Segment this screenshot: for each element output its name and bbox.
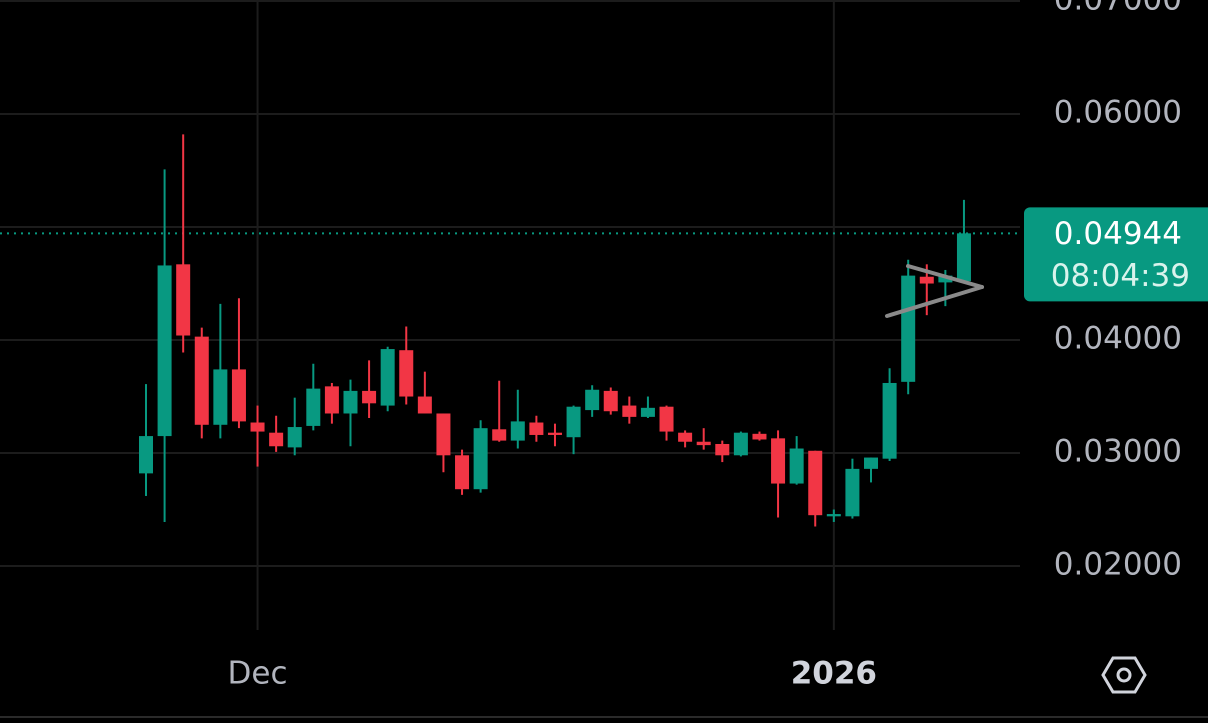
settings-icon-center: [1116, 667, 1132, 683]
candle-body: [436, 413, 451, 456]
candle-body: [343, 390, 358, 414]
candle-body: [269, 432, 284, 447]
candle-body: [640, 407, 655, 417]
countdown-label: 08:04:39: [1051, 258, 1190, 294]
y-tick-label: 0.03000: [1054, 434, 1182, 470]
settings-icon[interactable]: [1101, 656, 1147, 694]
axis: 0.020000.030000.040000.050000.060000.070…: [228, 0, 1208, 692]
candle-body: [771, 438, 786, 484]
candle-body: [324, 386, 339, 414]
candle-body: [306, 388, 321, 426]
candle-body: [938, 275, 953, 283]
candle-body: [901, 275, 916, 382]
x-tick-label: Dec: [228, 656, 288, 692]
candle-body: [585, 389, 600, 411]
candle-body: [715, 443, 730, 456]
candle-body: [789, 448, 804, 484]
candle-body: [826, 514, 841, 517]
candle-body: [919, 276, 934, 284]
candle-body: [194, 336, 209, 425]
candle-body: [399, 350, 414, 397]
candle-body: [752, 433, 767, 440]
candle-body: [380, 349, 395, 406]
candle-body: [529, 422, 544, 435]
candle-body: [176, 264, 191, 336]
candle-body: [510, 421, 525, 441]
candle-body: [603, 390, 618, 412]
candle-body: [882, 382, 897, 459]
candle-body: [566, 406, 581, 438]
candle-body: [659, 406, 674, 432]
y-tick-label: 0.06000: [1054, 95, 1182, 131]
candle-body: [696, 441, 711, 446]
last-price-box: [1024, 207, 1208, 302]
candle-body: [157, 265, 172, 437]
candle-body: [622, 405, 637, 417]
candle-body: [956, 233, 971, 282]
candle-body: [547, 432, 562, 435]
candle-body: [362, 390, 377, 404]
candle-body: [417, 396, 432, 414]
candle-body: [678, 432, 693, 442]
settings-button[interactable]: [1101, 656, 1147, 694]
y-tick-label: 0.04000: [1054, 321, 1182, 357]
triangle-drawing: [885, 264, 984, 318]
candle-body: [213, 369, 228, 425]
x-tick-label: 2026: [791, 656, 877, 692]
candle-body: [473, 428, 488, 490]
candle-body: [250, 422, 265, 432]
drawing-line: [885, 285, 984, 318]
candle-body: [287, 427, 302, 448]
y-tick-label: 0.02000: [1054, 547, 1182, 583]
candle-body: [231, 369, 246, 422]
candle-body: [845, 468, 860, 517]
candles: [139, 134, 971, 527]
candle-body: [808, 450, 823, 516]
candle-body: [492, 429, 507, 441]
y-tick-label: 0.07000: [1054, 0, 1182, 18]
candle-body: [733, 432, 748, 456]
candle-body: [455, 455, 470, 490]
last-price-label: 0.04944: [1054, 216, 1182, 252]
drawing-line: [906, 264, 984, 289]
candle-body: [139, 436, 153, 474]
candle-body: [864, 457, 879, 469]
